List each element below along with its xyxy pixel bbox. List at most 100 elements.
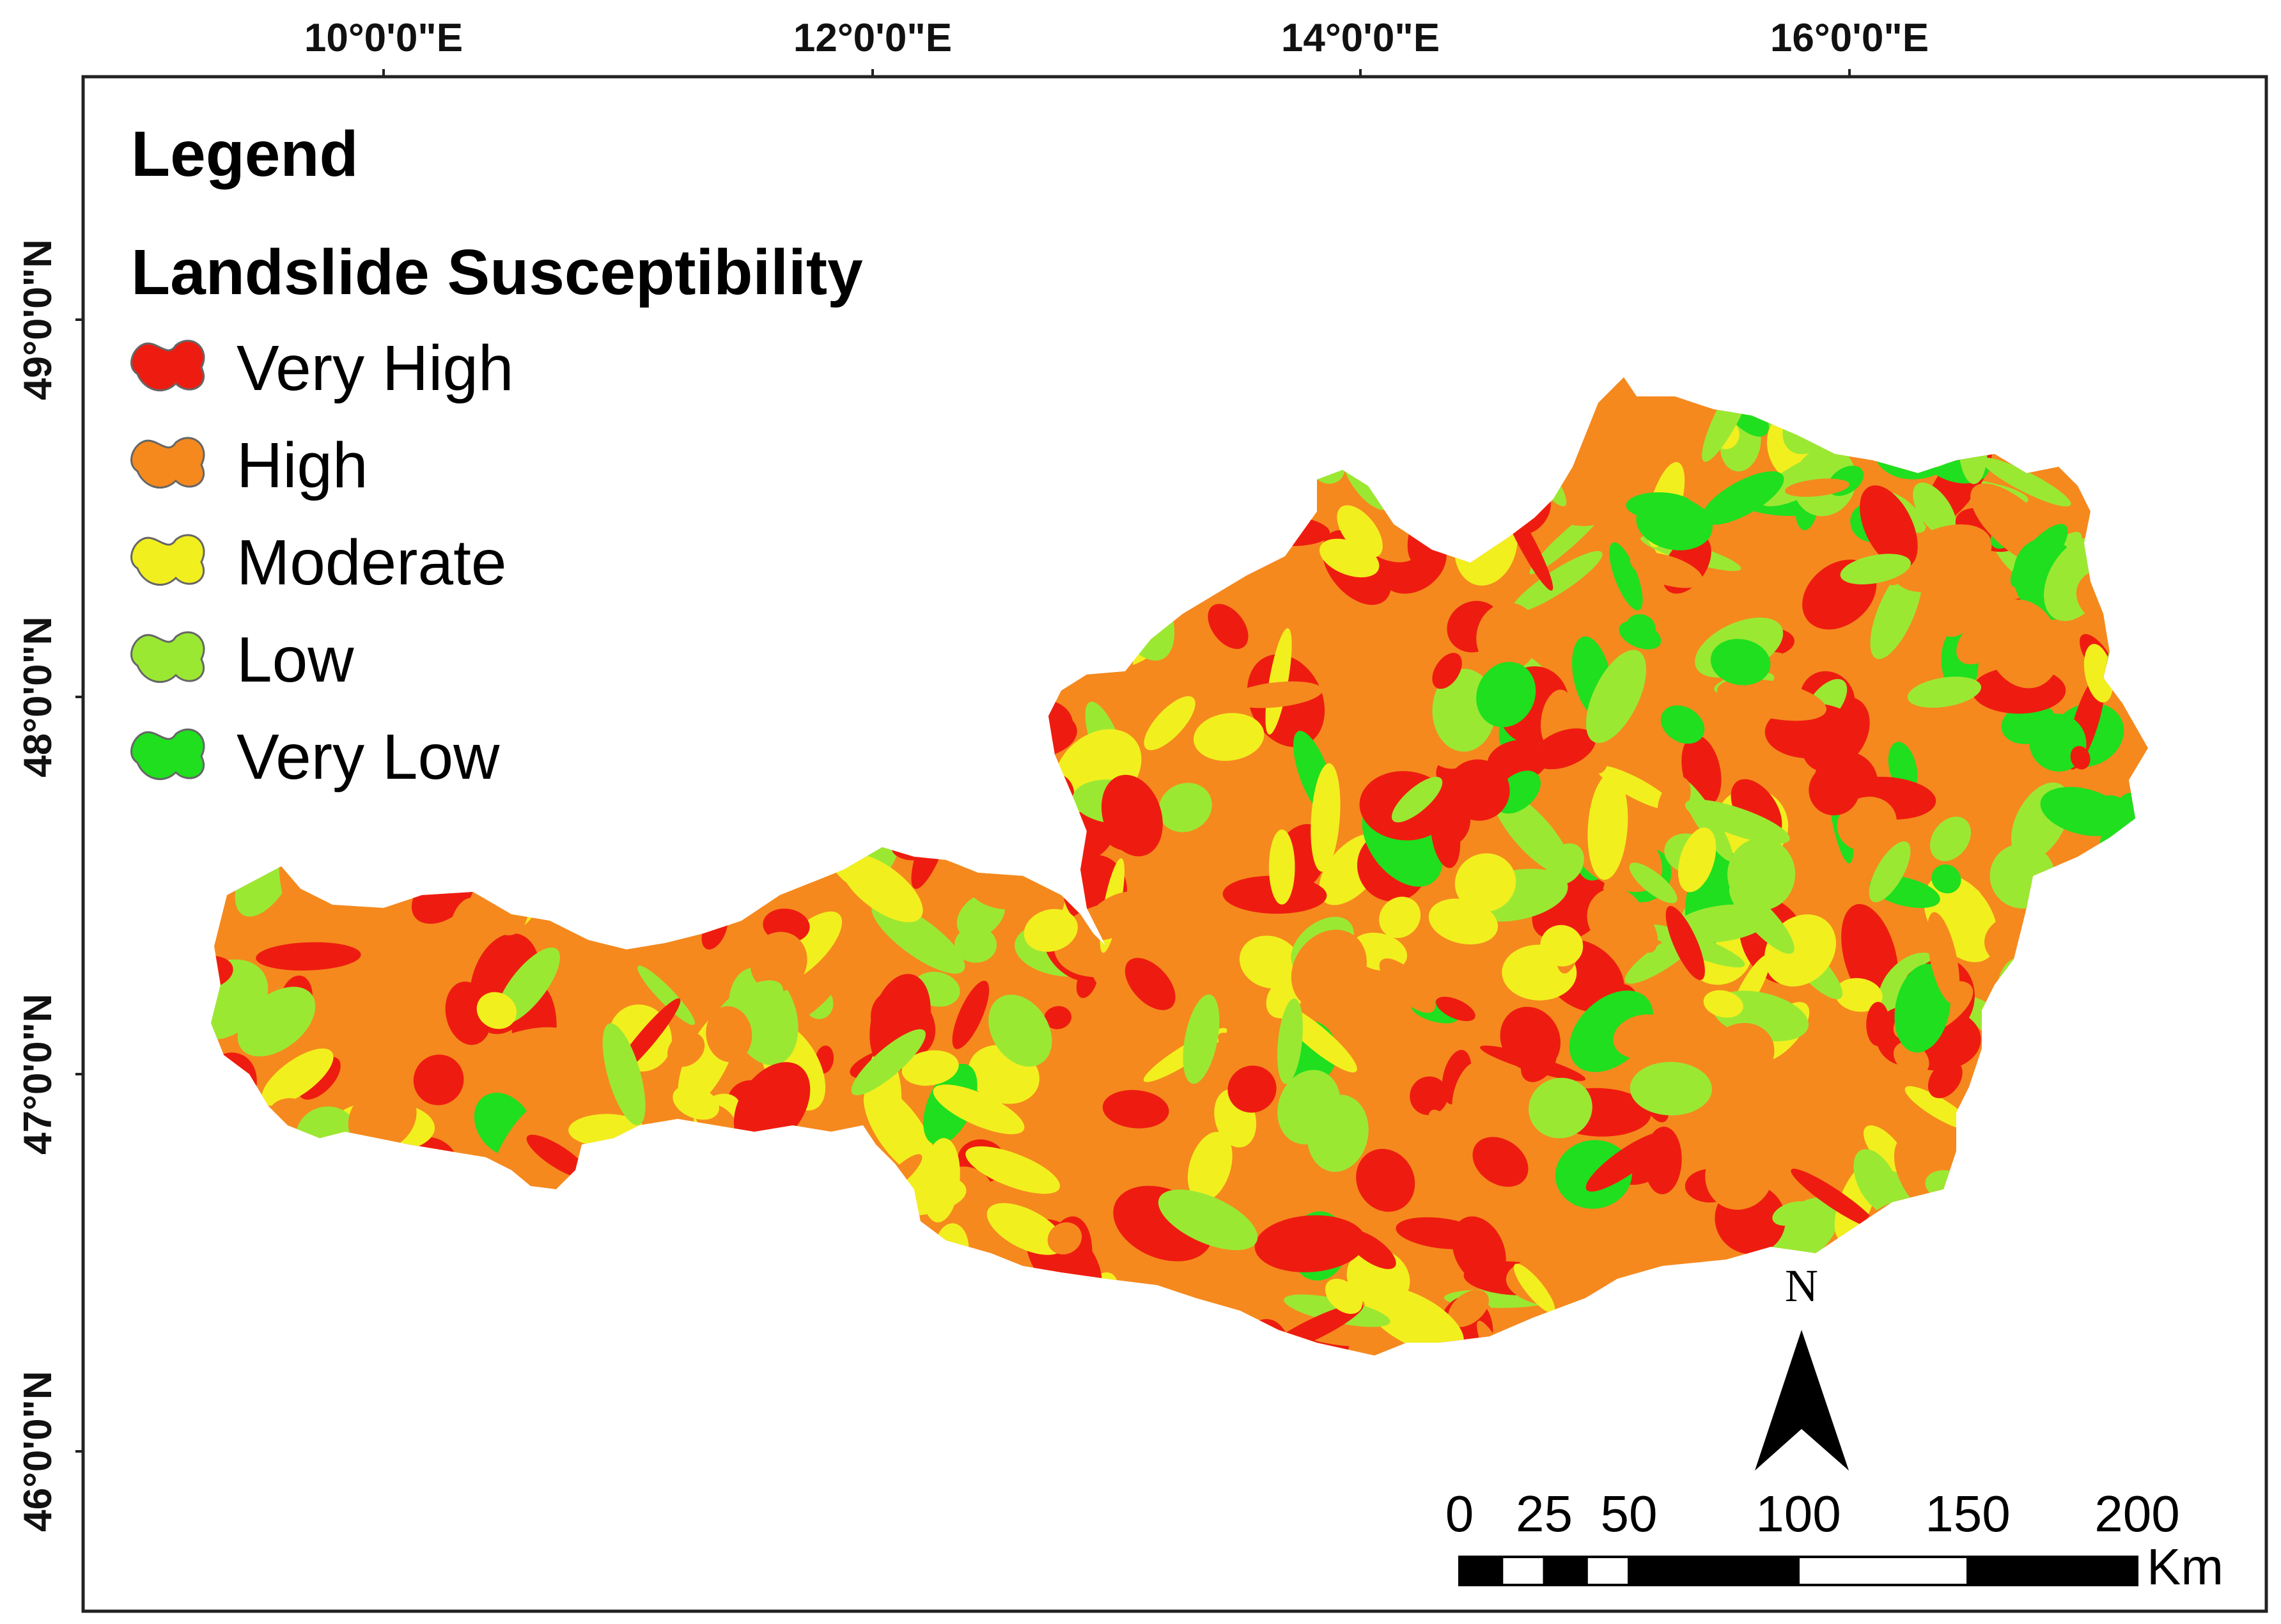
susceptibility-patch: [1428, 1109, 1474, 1181]
susceptibility-patch: [1868, 712, 1949, 776]
susceptibility-patch: [1927, 912, 1960, 1004]
north-label: N: [1785, 1260, 1818, 1311]
susceptibility-patch: [1307, 1095, 1369, 1172]
susceptibility-patch: [1772, 1201, 1814, 1226]
susceptibility-patch: [1391, 776, 1443, 823]
susceptibility-patch: [1840, 554, 1911, 585]
legend-swatch: [130, 340, 205, 392]
susceptibility-patch: [965, 1146, 1061, 1194]
susceptibility-patch: [1550, 489, 1618, 526]
susceptibility-patch: [1317, 607, 1416, 655]
susceptibility-patch: [1930, 816, 1971, 861]
susceptibility-patch: [1476, 602, 1539, 672]
legend-item-label: Very Low: [237, 721, 500, 793]
susceptibility-patch: [1208, 604, 1249, 650]
susceptibility-patch: [1866, 1002, 1890, 1046]
north-arrow-icon: [1755, 1330, 1849, 1471]
susceptibility-patch: [1044, 1006, 1072, 1029]
susceptibility-patch: [1942, 612, 1971, 637]
susceptibility-patch: [1305, 655, 1391, 710]
legend-item-label: High: [237, 430, 368, 501]
scale-segment: [1966, 1556, 2138, 1586]
susceptibility-patch: [933, 1084, 1025, 1134]
susceptibility-patch: [602, 1023, 646, 1126]
legend: Legend Landslide Susceptibility Very Hig…: [130, 118, 863, 793]
scale-bar: 0 25 50 100 150 200 Km: [1445, 1485, 2223, 1595]
susceptibility-patch: [472, 1027, 576, 1077]
susceptibility-patch: [256, 942, 361, 971]
legend-swatch: [130, 437, 205, 489]
susceptibility-patch: [413, 1054, 464, 1105]
susceptibility-patch: [1907, 676, 1981, 708]
susceptibility-patch: [1102, 1089, 1169, 1128]
susceptibility-patch: [1268, 829, 1295, 905]
scale-label: 100: [1756, 1485, 1841, 1542]
legend-subtitle: Landslide Susceptibility: [131, 237, 863, 308]
susceptibility-patch: [1835, 978, 1883, 1012]
susceptibility-patch: [2070, 746, 2090, 770]
susceptibility-patch: [1685, 799, 1790, 844]
susceptibility-patch: [1277, 998, 1303, 1084]
susceptibility-patch: [1158, 1189, 1258, 1251]
susceptibility-patch: [1047, 1222, 1082, 1254]
susceptibility-patch: [1447, 759, 1510, 821]
susceptibility-patch: [1456, 1107, 1523, 1150]
susceptibility-patch: [1703, 990, 1743, 1018]
susceptibility-patch: [1540, 925, 1584, 967]
susceptibility-patch: [1705, 1139, 1773, 1210]
susceptibility-patch: [1520, 1040, 1557, 1082]
susceptibility-patch: [476, 992, 517, 1029]
susceptibility-patch: [607, 926, 671, 1031]
scale-segment: [1543, 1556, 1588, 1586]
susceptibility-patch: [2040, 786, 2126, 836]
susceptibility-patch: [1410, 1076, 1449, 1115]
susceptibility-patch: [1254, 1215, 1366, 1272]
susceptibility-patch: [261, 1048, 334, 1106]
susceptibility-patch: [667, 1032, 705, 1067]
susceptibility-patch: [693, 959, 750, 997]
susceptibility-patch: [1101, 774, 1163, 857]
susceptibility-patch: [1448, 1290, 1489, 1327]
legend-item-label: Very High: [237, 332, 514, 404]
susceptibility-patch: [1454, 853, 1516, 912]
susceptibility-patch: [1626, 614, 1656, 639]
susceptibility-patch: [362, 1017, 385, 1093]
susceptibility-patch: [1678, 827, 1717, 893]
susceptibility-patch: [901, 1050, 959, 1086]
scale-segment: [1458, 1556, 1504, 1586]
susceptibility-patch: [1356, 1148, 1415, 1212]
scale-label: 50: [1601, 1485, 1658, 1542]
susceptibility-patch: [1379, 958, 1436, 1013]
susceptibility-patch: [1629, 863, 1678, 903]
susceptibility-patch: [1931, 864, 1961, 894]
susceptibility-patch: [1869, 841, 1911, 903]
susceptibility-patch: [1904, 1086, 1973, 1130]
susceptibility-patch: [1613, 382, 1656, 432]
susceptibility-patch: [1432, 653, 1462, 689]
lon-tick-label: 14°0'0"E: [1281, 16, 1440, 60]
susceptibility-patch: [1194, 713, 1265, 761]
susceptibility-patch: [348, 1085, 417, 1151]
susceptibility-patch: [1657, 777, 1691, 825]
susceptibility-patch: [1706, 1022, 1775, 1086]
susceptibility-patch: [986, 1203, 1064, 1255]
susceptibility-patch: [1587, 888, 1645, 948]
susceptibility-patch: [1660, 705, 1705, 744]
susceptibility-patch: [1913, 482, 1957, 538]
susceptibility-patch: [1546, 843, 1584, 885]
legend-swatch: [130, 534, 205, 586]
susceptibility-patch: [1436, 996, 1475, 1022]
susceptibility-patch: [1239, 935, 1301, 989]
susceptibility-patch: [1630, 552, 1703, 588]
susceptibility-patch: [1183, 994, 1220, 1084]
susceptibility-patch: [1511, 550, 1603, 613]
susceptibility-patch: [1986, 599, 2060, 689]
susceptibility-patch: [1860, 485, 1918, 568]
susceptibility-patch: [1024, 909, 1078, 952]
susceptibility-patch: [2010, 524, 2068, 588]
susceptibility-patch: [1729, 884, 1794, 954]
scale-segment: [1797, 1556, 1969, 1586]
susceptibility-patch: [1791, 1168, 1878, 1229]
susceptibility-patch: [1291, 930, 1367, 1010]
lat-tick-label: 48°0'0"N: [16, 616, 60, 777]
